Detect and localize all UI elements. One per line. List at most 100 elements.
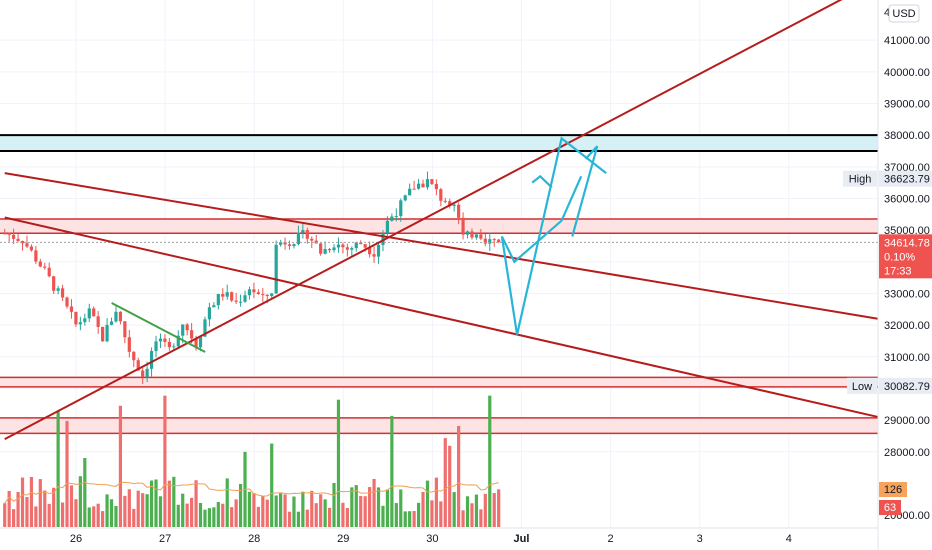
time-axis-ticks: 26 27 28 29 30 Jul 2 3 4 [70,533,792,545]
volume-bar [29,476,34,527]
candle-body [190,330,194,339]
volume-red-tag [879,500,901,515]
candle-body [20,240,25,244]
time-tick: Jul [514,533,530,545]
candle-body [479,234,483,239]
candle-body [452,204,456,206]
low-label: Low [852,381,872,393]
high-marker: High 36623.79 [843,170,932,187]
volume-bar [483,493,487,527]
volume-bar [385,489,390,527]
candle-body [25,243,29,247]
candle-body [492,239,496,241]
candle-body [216,294,220,306]
volume-bar [83,458,87,527]
volume-bar [7,491,11,527]
candle-body [109,321,114,325]
volume-bar [127,489,131,527]
candle-body [194,338,198,348]
volume-bar [492,493,496,527]
candle-body [310,238,314,241]
last-price-value: 34614.78 [884,237,930,249]
candle-body [305,230,309,239]
volume-bar [323,499,327,527]
candle-body [385,220,390,234]
candle-body [172,346,176,348]
candle-body [185,324,189,331]
candle-body [29,246,34,251]
candle-body [372,254,376,257]
candle-body [394,216,398,218]
volume-bar [109,499,114,527]
volume-bar [221,503,225,527]
currency-button[interactable] [888,4,920,23]
grid-lines [0,0,878,528]
low-marker: Low 30082.79 [847,377,932,394]
candle-body [83,318,87,323]
candle-body [207,307,212,320]
candle-body [421,183,425,188]
volume-bar [92,506,96,527]
candle-body [296,232,301,245]
volume-bar [141,493,145,527]
volume-bar [287,511,292,527]
candle-body [234,300,238,302]
volume-bar [443,438,447,527]
candle-body [327,249,332,251]
candle-body [78,322,82,325]
volume-bar [136,490,140,527]
candle-body [3,233,7,235]
candle-body [408,188,412,196]
candle-body [488,239,492,244]
volume-bar [47,503,51,527]
volume-bar [78,476,82,527]
volume-bar [34,506,38,527]
volume-bar [474,494,479,527]
volume-bar [314,503,318,527]
price-tick: 33000.00 [884,288,930,300]
volume-bar [497,489,501,527]
volume-bar [149,480,154,527]
volume-bar [421,491,425,527]
candle-body [448,201,452,206]
volume-bar [408,511,412,527]
candle-body [132,351,136,361]
volume-bar [198,502,203,527]
volume-bar [336,399,341,527]
volume-bar [56,410,60,527]
candle-body [243,295,247,302]
volume-bar [283,494,287,527]
currency-label: USD [892,8,915,20]
candle-body [425,179,430,188]
candle-body [287,244,292,247]
volume-bar [145,494,149,527]
candle-body [465,231,470,235]
volume-bar [394,503,398,527]
candle-body [123,321,127,338]
volume-bar [399,489,403,527]
volume-bar [118,405,123,527]
volume-bar [439,501,443,527]
volume-bar [359,495,363,527]
trendlines[interactable] [4,0,879,440]
trendline [111,302,206,353]
candle-body [470,231,474,238]
horizontal-zones [0,134,878,435]
volume-bar [363,496,367,527]
projection-arrows[interactable] [500,136,607,335]
zone-fill [0,377,878,387]
volume-bar [270,443,274,527]
volume-bar [247,491,252,527]
volume-bar [305,509,309,527]
candle-body [12,234,16,239]
high-value: 36623.79 [884,174,930,186]
time-tick: 3 [697,533,703,545]
volume-bar [154,479,158,527]
price-tick: 38000.00 [884,130,930,142]
candle-body [60,288,65,298]
volume-bar [163,395,167,527]
candle-body [247,289,252,296]
volume-bar [465,496,470,527]
volume-bars [3,395,501,527]
